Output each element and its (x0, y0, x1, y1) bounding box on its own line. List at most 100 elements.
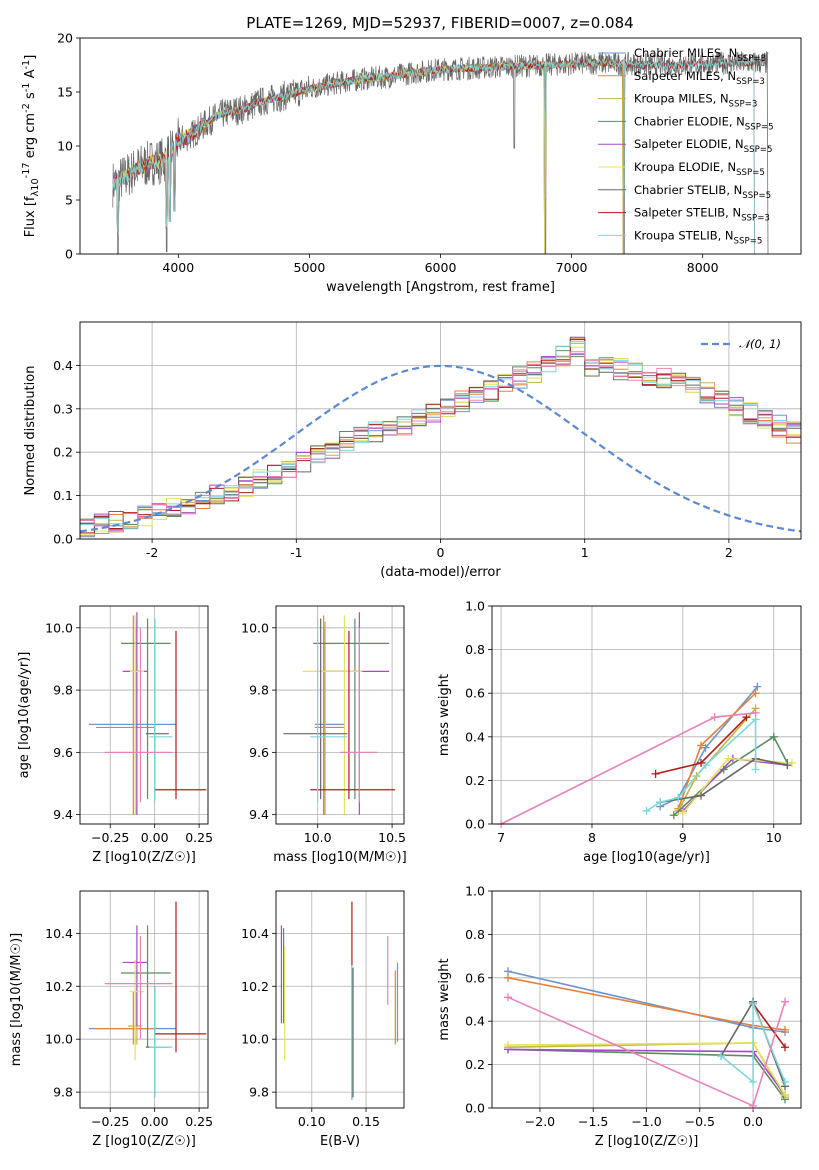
y-tick-label: 10.4 (45, 926, 73, 941)
histogram-step-line (80, 354, 801, 538)
mass-weight-marker (781, 1043, 790, 1052)
mass-weight-marker (781, 997, 790, 1006)
model-fit-line (112, 57, 755, 254)
mass-weight-line (720, 1003, 786, 1084)
y-tick-label: 0.8 (465, 927, 485, 942)
mass-weight-line (646, 717, 757, 812)
mass-weight-line (677, 692, 757, 809)
axes-frame (79, 321, 802, 540)
x-axis-label: age [log10(age/yr)] (583, 850, 710, 865)
mass-weight-marker (781, 1077, 790, 1086)
x-tick-label: 8000 (687, 260, 719, 275)
mass-weight-line (682, 757, 792, 814)
axes-frame (79, 37, 802, 255)
y-tick-label: 9.8 (249, 683, 269, 698)
y-tick-label: 0.1 (53, 488, 73, 503)
x-axis-label: E(B-V) (320, 1134, 360, 1149)
mass-weight-marker (697, 758, 706, 767)
x-tick-label: 0.0 (743, 1114, 763, 1129)
axes-frame (491, 605, 802, 825)
x-axis-label: (data-model)/error (380, 565, 501, 580)
x-tick-label: 8 (588, 830, 596, 845)
histogram-steps (80, 336, 801, 538)
y-axis-label: mass weight (437, 958, 452, 1040)
mass-weight-marker (753, 682, 762, 691)
x-tick-label: 0.25 (185, 1114, 213, 1129)
legend-entry: Kroupa MILES, NSSP=3 (634, 92, 757, 110)
x-tick-label: 4000 (162, 260, 194, 275)
model-fit-line (112, 60, 546, 254)
age-vs-metallicity-panel: −0.25 0.00 0.25 9.4 9.6 9.8 10.0 Z [log10(Z/Z☉)… (17, 605, 213, 865)
y-tick-label: 9.4 (249, 807, 269, 822)
y-tick-label: 0.2 (465, 773, 485, 788)
histogram-step-line (80, 341, 801, 529)
y-tick-label: 10.4 (241, 926, 269, 941)
y-tick-label: 9.8 (249, 1085, 269, 1100)
y-tick-label: 9.4 (53, 807, 73, 822)
y-tick-label: 9.6 (53, 745, 73, 760)
y-tick-label: 5 (65, 193, 73, 208)
x-tick-label: −2.0 (525, 1114, 555, 1129)
mass-weight-marker (710, 713, 719, 722)
mass-weight-marker (674, 793, 683, 802)
mass-weight-marker (503, 993, 512, 1002)
normal-curve-line (80, 364, 801, 533)
mass-weight-marker (697, 791, 706, 800)
x-axis-label: wavelength [Angstrom, rest frame] (326, 280, 555, 295)
weight-vs-metallicity-panel: −2.0 −1.5 −1.0 −0.5 0.0 0.0 0.2 0.4 0.6 0.8 1.0 Z [… (437, 884, 802, 1149)
x-tick-label: -1 (290, 545, 302, 560)
legend-entry: Salpeter ELODIE, NSSP=5 (634, 137, 772, 155)
histogram-step-line (80, 351, 801, 533)
histogram-step-line (80, 346, 801, 535)
x-tick-label: 10.0 (304, 830, 332, 845)
x-tick-label: 5000 (294, 260, 326, 275)
mass-weight-marker (701, 761, 710, 770)
y-tick-label: 15 (57, 85, 73, 100)
x-tick-label: 10 (766, 830, 782, 845)
x-tick-label: −0.5 (685, 1114, 715, 1129)
legend-entry: Chabrier STELIB, NSSP=5 (634, 183, 771, 201)
x-tick-label: 0.00 (141, 830, 169, 845)
y-axis-label: Flux [fλ10-17 erg cm-2 s-1 A-1] (21, 55, 41, 238)
mass-weight-marker (697, 741, 706, 750)
y-axis-label: mass weight (437, 674, 452, 756)
mass-weight-marker (669, 811, 678, 820)
spectrum-panel: 4000 5000 6000 7000 8000 0 5 10 15 20 wavelength [… (21, 31, 802, 295)
mass-weight-marker (503, 973, 512, 982)
legend-entry: Kroupa STELIB, NSSP=5 (634, 228, 762, 246)
x-tick-label: 1 (581, 545, 589, 560)
mass-vs-metallicity-panel: −0.25 0.00 0.25 9.8 10.0 10.2 10.4 Z [log10(Z/Z… (9, 890, 213, 1149)
y-tick-label: 20 (57, 31, 73, 46)
legend-entry: Chabrier ELODIE, NSSP=5 (634, 114, 774, 132)
weight-vs-age-panel: 7 8 9 10 0.0 0.2 0.4 0.6 0.8 1.0 age [log10(age/yr… (437, 599, 802, 865)
y-tick-label: 0.3 (53, 401, 73, 416)
legend-entry: 𝒩(0, 1) (739, 337, 781, 351)
x-axis-label: mass [log10(M/M☉)] (273, 850, 406, 865)
mass-weight-marker (787, 758, 796, 767)
model-fit-line (112, 58, 624, 254)
mass-weight-marker (642, 806, 651, 815)
model-fit-line (112, 58, 624, 254)
y-tick-label: 9.8 (53, 1085, 73, 1100)
age-vs-mass-panel: 10.0 10.5 9.4 9.6 9.8 10.0 mass [log10(M/M☉)] (241, 605, 407, 865)
legend-entry: Kroupa ELODIE, NSSP=5 (634, 160, 765, 178)
y-tick-label: 0.2 (465, 1057, 485, 1072)
y-tick-label: 10.0 (241, 620, 269, 635)
residual-histogram-panel: -2 -1 0 1 2 0.0 0.1 0.2 0.3 0.4 (data-model)/error… (23, 321, 802, 580)
model-fit-line (112, 58, 755, 254)
x-tick-label: −0.25 (91, 830, 129, 845)
mass-weight-marker (749, 1101, 758, 1110)
mass-weight-marker (751, 689, 760, 698)
x-tick-label: 7000 (556, 260, 588, 275)
mass-weight-marker (656, 798, 665, 807)
y-axis-label: mass [log10(M/M☉)] (9, 933, 24, 1066)
x-axis-label: Z [log10(Z/Z☉)] (92, 850, 196, 865)
mass-weight-marker (503, 1041, 512, 1050)
x-tick-label: −1.5 (578, 1114, 608, 1129)
model-fit-line (112, 58, 769, 254)
model-fit-line (112, 58, 624, 254)
mass-weight-marker (783, 761, 792, 770)
spectrum-lines (112, 51, 769, 254)
y-tick-label: 0.0 (53, 532, 73, 547)
